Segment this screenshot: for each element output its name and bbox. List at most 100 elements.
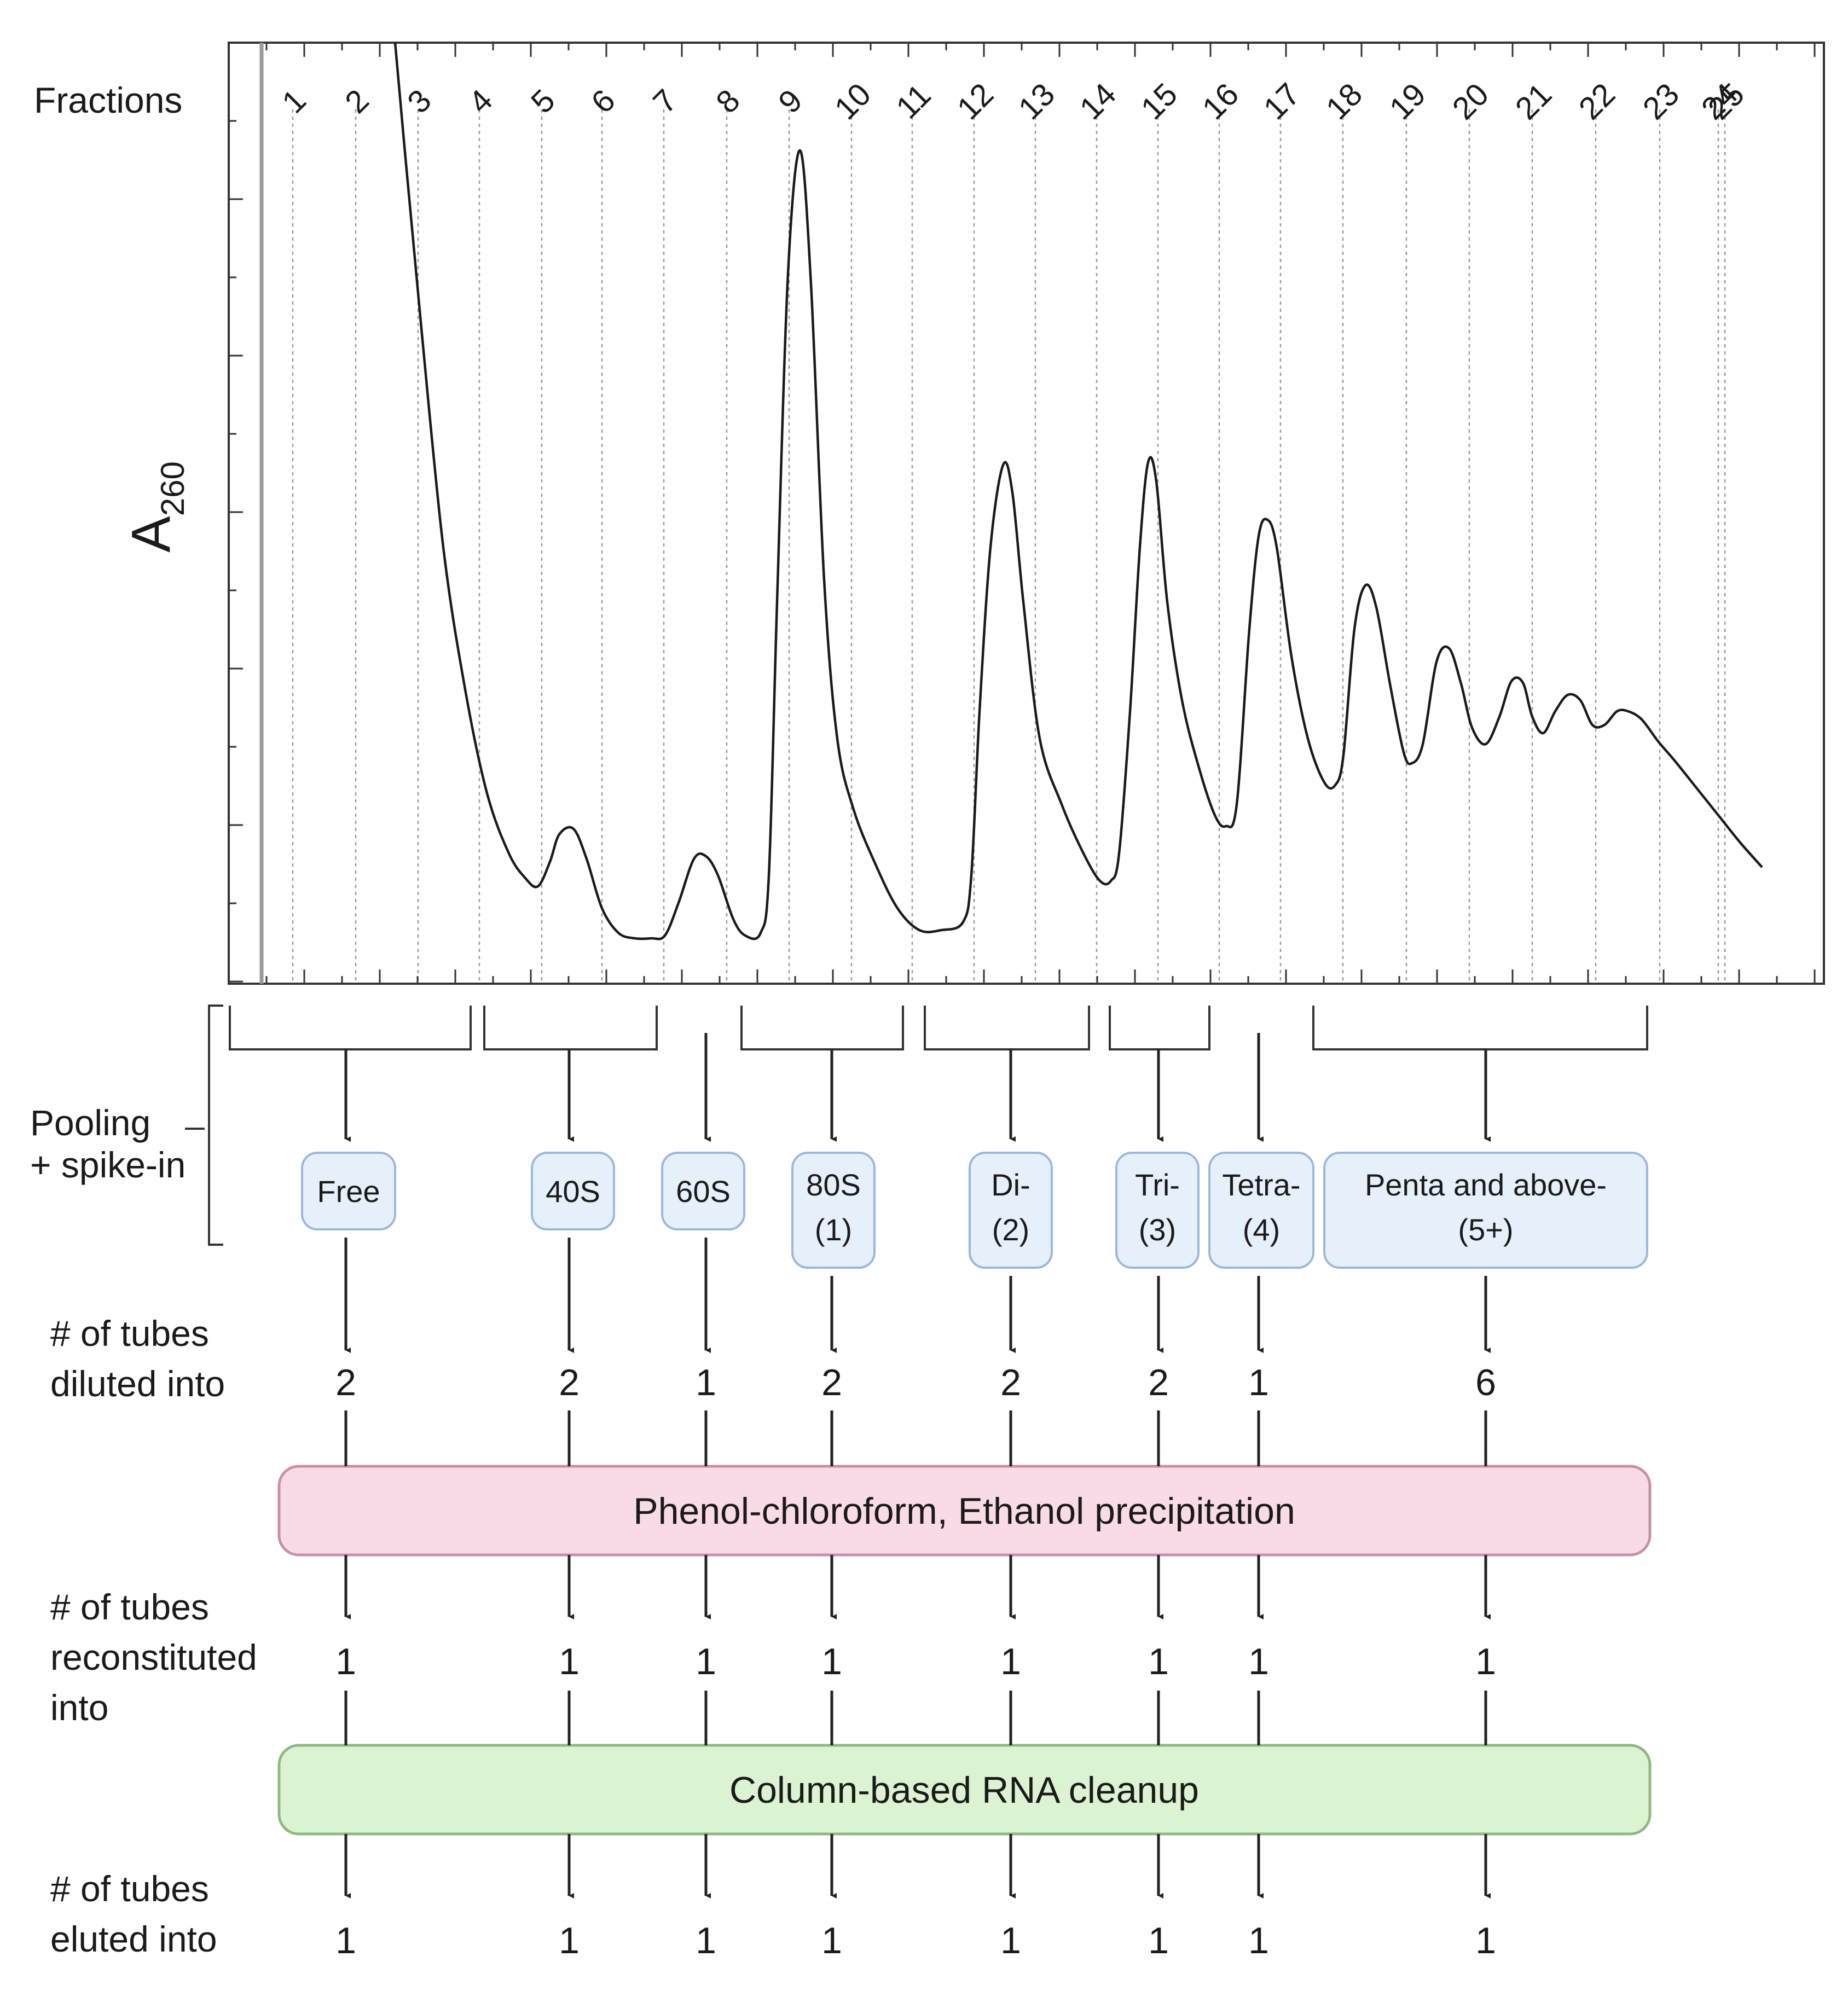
fraction-pool-brackets — [229, 1006, 1648, 1050]
pool-box-6: Tri- (3) — [1115, 1152, 1200, 1269]
row2-count-7: 1 — [1248, 1641, 1269, 1682]
pooling-label-line2: + spike-in — [30, 1145, 186, 1185]
row3-count-3: 1 — [696, 1920, 716, 1961]
pool-box-1: Free — [301, 1152, 396, 1230]
pool-box-4: 80S(1) — [791, 1152, 876, 1269]
profile-plot: 1 2 3 4 5 6 7 8 9 10 11 12 13 14 15 16 17 18 19 20 21 22 23 242… — [34, 42, 1825, 985]
row1-count-8: 6 — [1475, 1362, 1496, 1403]
fraction-label-22: 22 — [1572, 77, 1623, 127]
pool-box-label: 80S — [806, 1168, 861, 1202]
fraction-label-15: 15 — [1134, 77, 1185, 127]
plot-frame — [228, 42, 1825, 985]
pool-box-3: 60S — [661, 1152, 745, 1230]
pool-box-label: Free — [317, 1174, 380, 1209]
row1-count-7: 1 — [1248, 1362, 1269, 1403]
pool-box-8: Penta and above- (5+) — [1323, 1152, 1648, 1269]
y-axis-label-subscript: 260 — [154, 461, 191, 516]
row3-count-6: 1 — [1148, 1920, 1169, 1961]
row2-label-line3: into — [50, 1687, 108, 1728]
fraction-label-10: 10 — [828, 77, 878, 127]
pool-box-label: 40S — [546, 1174, 600, 1209]
step-bar-label: Column-based RNA cleanup — [729, 1769, 1199, 1811]
step-bar-shape — [277, 1744, 1652, 1836]
row3-count-2: 1 — [559, 1920, 580, 1961]
row3-label-line1: # of tubes — [50, 1868, 209, 1909]
pool-box-label: Tri- — [1135, 1168, 1180, 1202]
fraction-label-5: 5 — [524, 83, 562, 120]
row3-label-line2: eluted into — [50, 1919, 217, 1959]
row1-count-4: 2 — [821, 1362, 842, 1403]
row2-label-line1: # of tubes — [50, 1587, 209, 1627]
row1-count-3: 1 — [696, 1362, 716, 1403]
fraction-label-12: 12 — [951, 77, 1001, 127]
pool-bracket-1 — [229, 1006, 472, 1050]
row2-count-6: 1 — [1148, 1641, 1169, 1682]
pooling-bracket — [208, 1005, 223, 1246]
pool-box-shape — [1208, 1152, 1314, 1269]
fraction-label-2: 2 — [338, 83, 376, 120]
fraction-label-18: 18 — [1319, 77, 1370, 127]
svg-text:A260: A260 — [120, 461, 191, 553]
row1-count-5: 2 — [1000, 1362, 1021, 1403]
pool-box-sublabel: (4) — [1243, 1212, 1280, 1247]
row3-count-1: 1 — [335, 1920, 356, 1961]
pool-box-label: Di- — [991, 1168, 1030, 1202]
row3-count-4: 1 — [821, 1920, 842, 1961]
pool-box-sublabel: (5+) — [1458, 1212, 1513, 1247]
pool-bracket-2 — [483, 1006, 658, 1050]
row1-label-line2: diluted into — [50, 1363, 225, 1404]
pool-box-7: Tetra- (4) — [1208, 1152, 1314, 1269]
y-axis-label: A260 — [120, 461, 191, 553]
pool-box-sublabel: (1) — [815, 1212, 852, 1247]
pool-box-shape — [1323, 1152, 1648, 1269]
step-bar-shape — [277, 1465, 1652, 1557]
fraction-label-25: 25 — [1701, 77, 1752, 127]
pool-box-sublabel: (3) — [1139, 1212, 1176, 1247]
row3-count-7: 1 — [1248, 1920, 1269, 1961]
pool-bracket-6 — [1109, 1006, 1210, 1050]
processing-flow: Phenol-chloroform, Ethanol precipitation… — [277, 1033, 1652, 1961]
fraction-label-17: 17 — [1257, 77, 1307, 127]
row2-count-5: 1 — [1000, 1641, 1021, 1682]
pooling-label-line1: Pooling — [30, 1102, 150, 1143]
fraction-label-6: 6 — [584, 83, 622, 120]
fraction-label-20: 20 — [1446, 77, 1496, 127]
fraction-label-3: 3 — [401, 83, 438, 120]
y-axis-ticks — [229, 42, 243, 983]
absorbance-trace — [393, 42, 1763, 940]
row1-count-6: 2 — [1148, 1362, 1169, 1403]
row2-count-4: 1 — [821, 1641, 842, 1682]
pool-box-shape — [969, 1152, 1053, 1269]
step-bar-2: Column-based RNA cleanup — [277, 1744, 1652, 1836]
pool-box-label: Tetra- — [1222, 1168, 1300, 1202]
fraction-label-13: 13 — [1012, 77, 1062, 127]
fractions-label: Fractions — [34, 80, 182, 120]
row3-count-8: 1 — [1475, 1920, 1496, 1961]
fraction-label-19: 19 — [1383, 77, 1433, 127]
pool-box-5: Di- (2) — [969, 1152, 1053, 1269]
row1-label-line1: # of tubes — [50, 1313, 209, 1354]
pool-bracket-5 — [924, 1006, 1090, 1050]
pool-box-shape — [301, 1152, 396, 1230]
fraction-label-11: 11 — [889, 77, 938, 126]
step-bar-1: Phenol-chloroform, Ethanol precipitation — [277, 1465, 1652, 1557]
pool-box-label: 60S — [676, 1174, 731, 1209]
row1-count-1: 2 — [335, 1362, 356, 1403]
row2-count-8: 1 — [1475, 1641, 1496, 1682]
pool-box-2: 40S — [531, 1152, 615, 1230]
pool-box-label: Penta and above- — [1365, 1168, 1607, 1202]
pool-box-sublabel: (2) — [992, 1212, 1029, 1247]
fraction-label-14: 14 — [1073, 77, 1123, 127]
fraction-labels: 1 2 3 4 5 6 7 8 9 10 11 12 13 14 15 16 17 18 19 20 21 22 23 242… — [275, 77, 1751, 127]
row2-label-line2: reconstituted — [50, 1637, 257, 1677]
row-labels: # of tubes diluted into # of tubes reconsti… — [50, 1313, 257, 1959]
fraction-label-23: 23 — [1636, 77, 1687, 127]
row2-count-1: 1 — [335, 1641, 356, 1682]
pool-box-shape — [531, 1152, 615, 1230]
fraction-label-21: 21 — [1509, 77, 1559, 127]
fraction-label-16: 16 — [1196, 77, 1246, 127]
fraction-label-9: 9 — [772, 83, 809, 120]
fraction-grid — [292, 109, 1726, 984]
pool-box-shape — [791, 1152, 876, 1269]
